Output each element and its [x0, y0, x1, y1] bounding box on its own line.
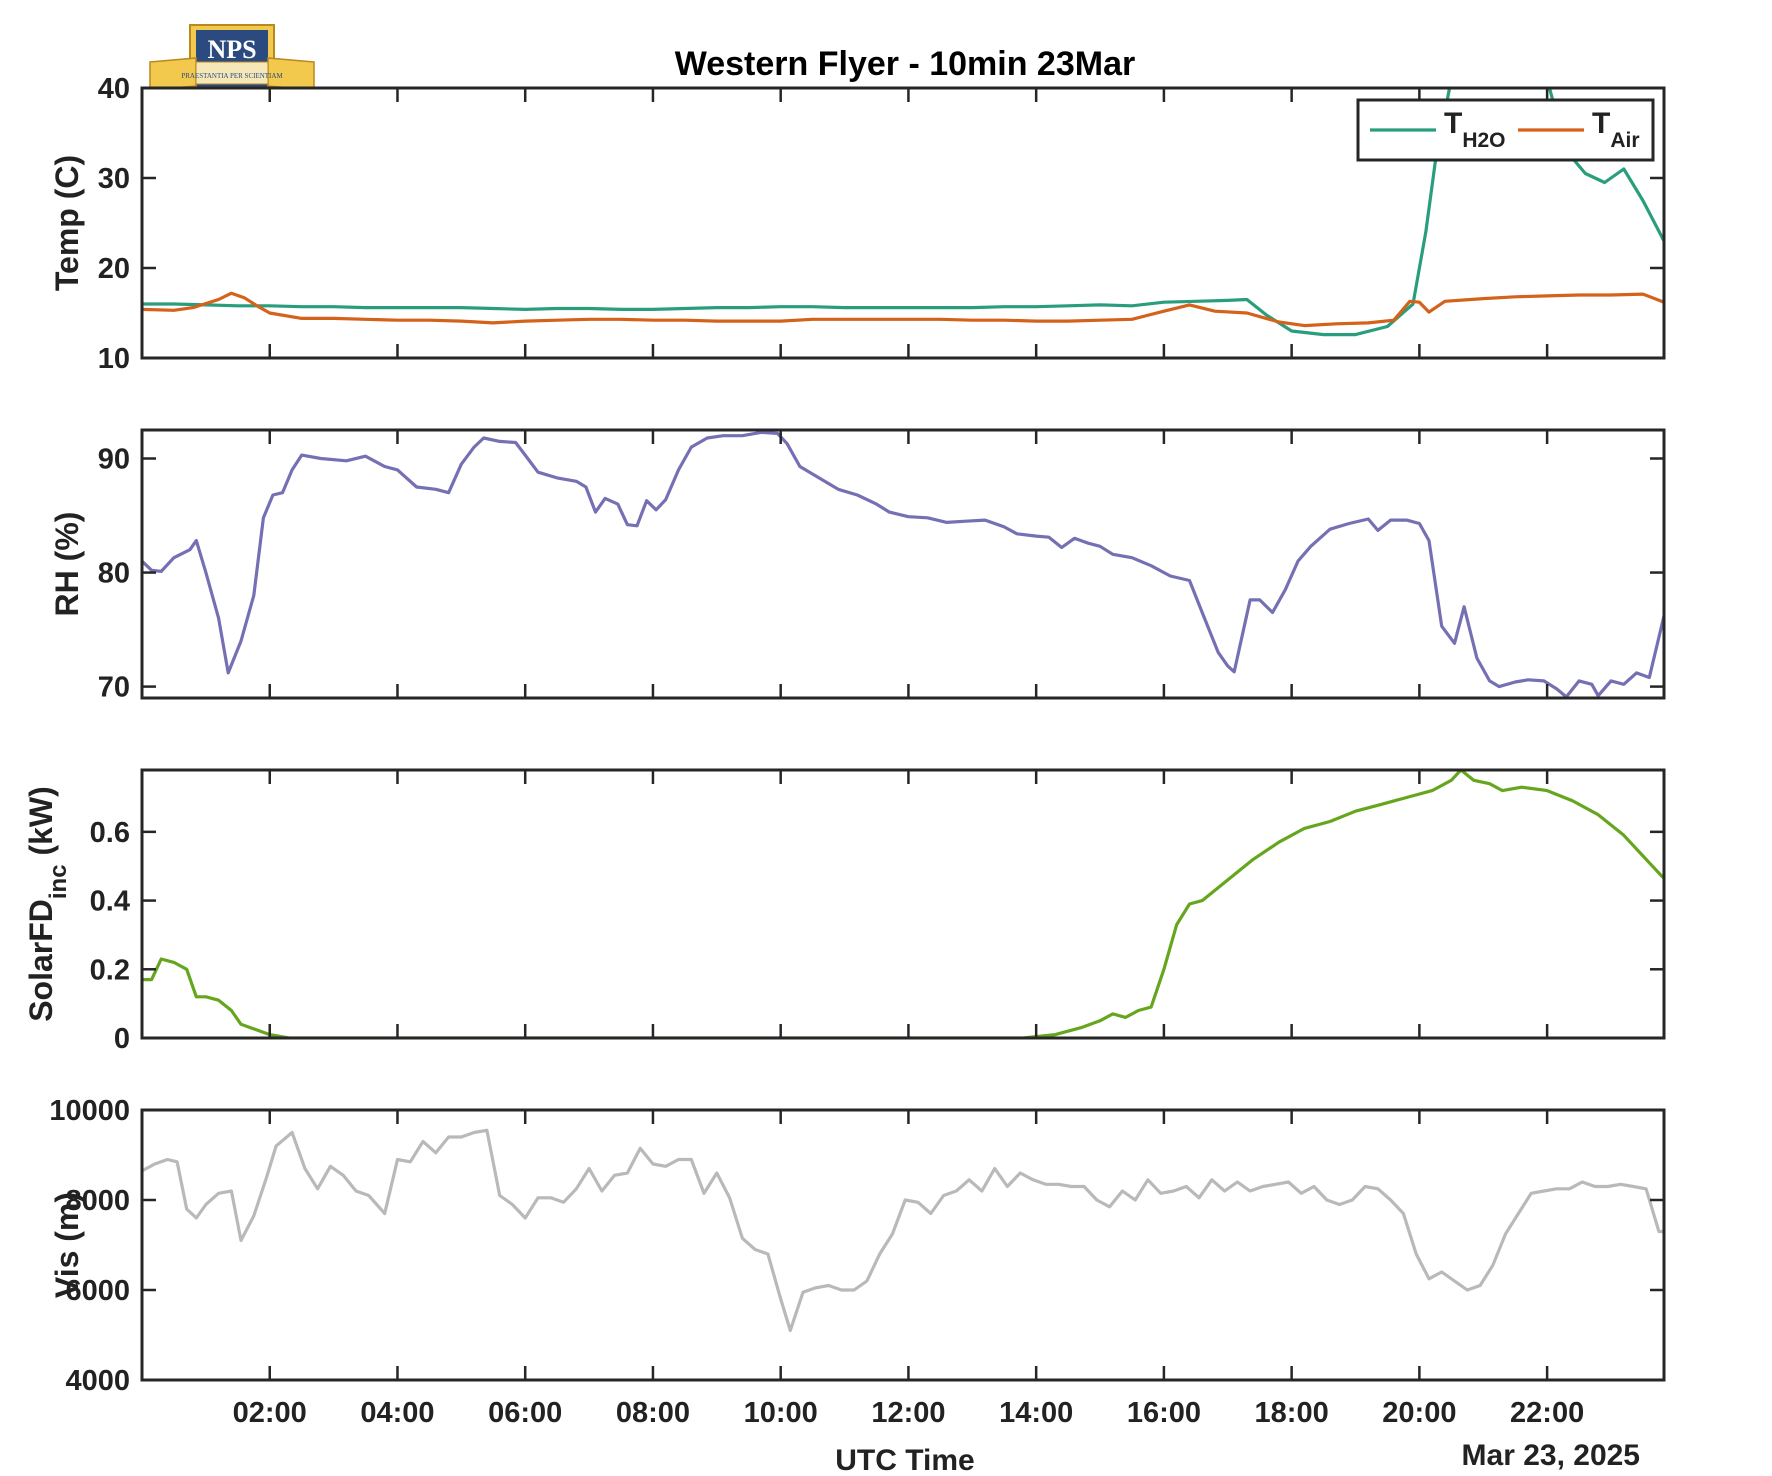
y-tick-label: 6000 — [65, 1275, 130, 1307]
y-tick-label: 0 — [114, 1023, 130, 1055]
legend-label: TH2O — [1444, 107, 1506, 152]
y-tick-label: 90 — [98, 444, 130, 476]
plot-area — [142, 1110, 1664, 1380]
series-line-s0 — [142, 1128, 1664, 1333]
solar-axes: 0 0.2 0.4 0.6 SolarFDinc (kW) — [23, 768, 1666, 1055]
y-tick-label: 10 — [98, 343, 130, 375]
y-axis-label: RH (%) — [49, 512, 85, 617]
logo-motto: PRAESTANTIA PER SCIENTIAM — [181, 72, 283, 80]
y-tick-label: 30 — [98, 163, 130, 195]
y-tick-label: 0.4 — [90, 886, 130, 918]
x-tick-label: 06:00 — [488, 1397, 562, 1429]
y-tick-label: 20 — [98, 253, 130, 285]
y-axis-label: SolarFDinc (kW) — [23, 786, 72, 1022]
y-tick-label: 80 — [98, 558, 130, 590]
y-tick-label: 70 — [98, 672, 130, 704]
legend-label-base: T — [1444, 107, 1462, 140]
x-tick-label: 12:00 — [871, 1397, 945, 1429]
legend-label-sub: Air — [1610, 129, 1639, 152]
legend-label: TAir — [1592, 107, 1640, 152]
x-tick-label: 02:00 — [233, 1397, 307, 1429]
y-axis-label: Vis (m) — [49, 1192, 85, 1298]
legend-label-sub: H2O — [1462, 129, 1505, 152]
axes-frame — [140, 1108, 1666, 1382]
axes-frame — [140, 428, 1666, 700]
x-tick-label: 16:00 — [1127, 1397, 1201, 1429]
series-line-tair — [142, 291, 1664, 328]
y-tick-label: 4000 — [65, 1365, 130, 1397]
x-tick-label: 04:00 — [360, 1397, 434, 1429]
axes-frame — [140, 768, 1666, 1040]
x-tick-label: 10:00 — [744, 1397, 818, 1429]
plot-area — [142, 430, 1664, 698]
rh-axes: 70 80 90 RH (%) — [49, 428, 1666, 704]
x-tick-label: 08:00 — [616, 1397, 690, 1429]
x-axis-label: UTC Time — [835, 1444, 974, 1476]
y-axis-label-sub: inc — [45, 864, 72, 899]
vis-axes: 02:00 04:00 06:00 08:00 10:00 12:00 14:00 16:00… — [49, 1095, 1666, 1429]
y-tick-label: 40 — [98, 73, 130, 105]
series-line-s0 — [142, 770, 1664, 1038]
plot-area — [142, 770, 1664, 1038]
x-tick-label: 20:00 — [1382, 1397, 1456, 1429]
figure-title: Western Flyer - 10min 23Mar — [675, 45, 1135, 83]
y-axis-label: Temp (C) — [49, 155, 85, 291]
y-tick-label: 0.6 — [90, 817, 130, 849]
series-line-s0 — [142, 430, 1664, 698]
x-tick-label: 18:00 — [1255, 1397, 1329, 1429]
y-axis-label-unit: (kW) — [23, 786, 59, 864]
y-tick-label: 8000 — [65, 1185, 130, 1217]
logo-text: NPS — [207, 35, 256, 64]
y-tick-label: 0.2 — [90, 954, 130, 986]
series-line-th2o — [142, 88, 1664, 337]
date-label: Mar 23, 2025 — [1462, 1439, 1640, 1472]
legend-label-base: T — [1592, 107, 1610, 140]
x-tick-label: 14:00 — [999, 1397, 1073, 1429]
y-axis-label-base: SolarFD — [23, 899, 59, 1022]
y-tick-label: 10000 — [49, 1095, 130, 1127]
axes-frame — [140, 86, 1666, 360]
x-tick-label: 22:00 — [1510, 1397, 1584, 1429]
